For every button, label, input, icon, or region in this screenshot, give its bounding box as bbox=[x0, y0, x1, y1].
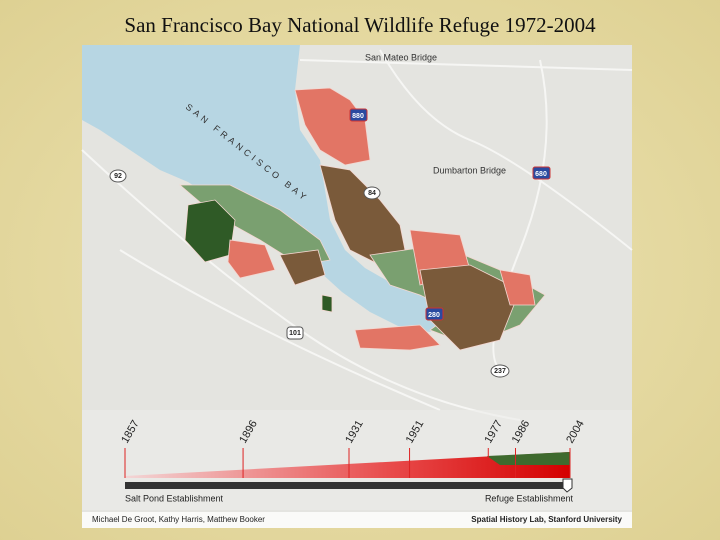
road bbox=[379, 49, 633, 251]
timeline-start-label: Salt Pond Establishment bbox=[125, 493, 224, 503]
shield-label: 680 bbox=[535, 171, 547, 178]
timeline: Salt Pond Establishment Refuge Establish… bbox=[82, 410, 632, 510]
pond bbox=[354, 324, 441, 351]
pond bbox=[279, 249, 326, 286]
footer-authors: Michael De Groot, Kathy Harris, Matthew … bbox=[92, 515, 265, 524]
pond bbox=[294, 87, 371, 166]
map-label: Dumbarton Bridge bbox=[433, 165, 506, 175]
pond bbox=[499, 269, 536, 306]
map-label: San Mateo Bridge bbox=[365, 52, 437, 62]
shields: 880 680 84 92 280 101 237 bbox=[109, 108, 551, 378]
shield bbox=[349, 108, 368, 122]
pond bbox=[227, 239, 276, 279]
shield bbox=[532, 166, 551, 180]
shield-label: 92 bbox=[114, 173, 122, 180]
shield-label: 280 bbox=[428, 312, 440, 319]
shield-label: 84 bbox=[368, 190, 376, 197]
slide-title: San Francisco Bay National Wildlife Refu… bbox=[124, 13, 596, 37]
salt-ponds bbox=[178, 87, 546, 351]
bay-water bbox=[82, 45, 452, 332]
shield bbox=[363, 186, 381, 200]
shield bbox=[286, 326, 304, 340]
pond-area-band bbox=[125, 452, 570, 478]
footer-bar bbox=[82, 512, 632, 528]
road bbox=[299, 59, 633, 71]
shield-label: 101 bbox=[289, 330, 301, 337]
road bbox=[492, 59, 548, 371]
slider-track bbox=[125, 482, 570, 489]
shield-label: 237 bbox=[494, 368, 506, 375]
shield bbox=[425, 307, 444, 321]
road bbox=[119, 249, 441, 411]
shield bbox=[490, 364, 510, 378]
footer-lab: Spatial History Lab, Stanford University bbox=[471, 515, 622, 524]
slider-handle[interactable] bbox=[562, 478, 573, 493]
shield-label: 880 bbox=[352, 113, 364, 120]
refuge-band bbox=[487, 452, 570, 465]
shield bbox=[109, 169, 127, 183]
pond bbox=[321, 294, 333, 313]
timeline-end-label: Refuge Establishment bbox=[485, 493, 574, 503]
